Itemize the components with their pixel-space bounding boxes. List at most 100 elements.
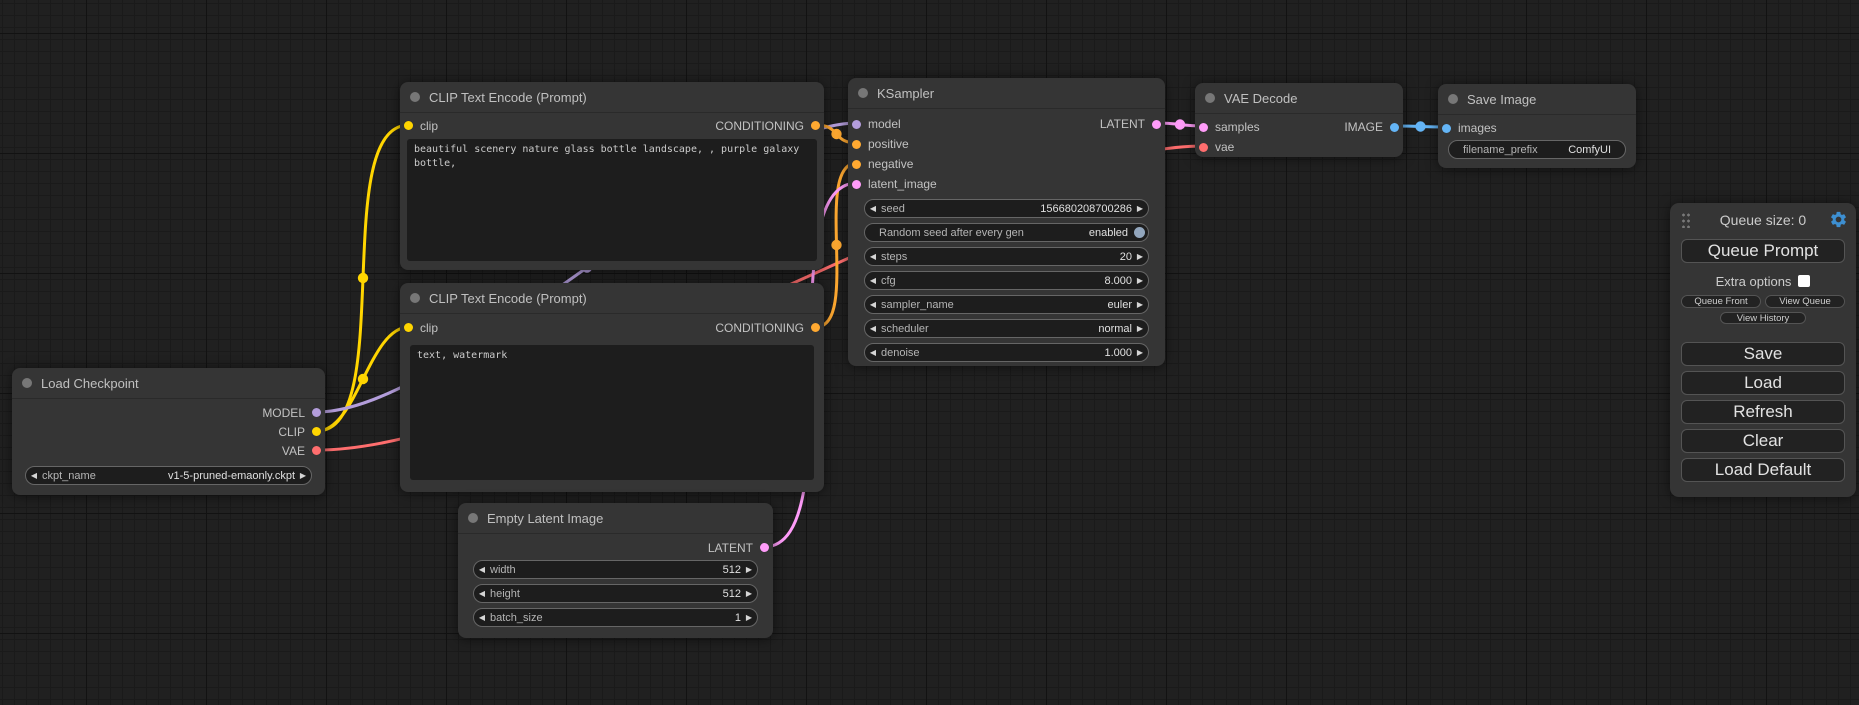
output-dot-model[interactable] xyxy=(312,408,321,417)
widget-scheduler[interactable]: ◀ scheduler normal ▶ xyxy=(864,319,1149,338)
link-midpoint-dot-clip-to-positive-clip[interactable] xyxy=(357,272,369,284)
widget-denoise[interactable]: ◀ denoise 1.000 ▶ xyxy=(864,343,1149,362)
widget-height[interactable]: ◀ height 512 ▶ xyxy=(473,584,758,603)
widget-arrow-right-icon[interactable]: ▶ xyxy=(299,471,307,480)
collapse-dot[interactable] xyxy=(1448,94,1458,104)
widget-arrow-left-icon[interactable]: ◀ xyxy=(869,300,877,309)
input-label: latent_image xyxy=(868,177,937,191)
save-button[interactable]: Save xyxy=(1681,342,1845,366)
widget-sampler-name[interactable]: ◀ sampler_name euler ▶ xyxy=(864,295,1149,314)
widget-cfg[interactable]: ◀ cfg 8.000 ▶ xyxy=(864,271,1149,290)
collapse-dot[interactable] xyxy=(1205,93,1215,103)
node-title-bar[interactable]: VAE Decode xyxy=(1195,83,1403,114)
widget-filename-prefix[interactable]: filename_prefix ComfyUI xyxy=(1448,140,1626,159)
input-dot-clip[interactable] xyxy=(404,323,413,332)
node-clip-text-encode-negative[interactable]: CLIP Text Encode (Prompt) clip CONDITION… xyxy=(400,283,824,492)
node-title-bar[interactable]: Empty Latent Image xyxy=(458,503,773,534)
output-dot-clip[interactable] xyxy=(312,427,321,436)
link-midpoint-dot-conditioning-to-negative[interactable] xyxy=(831,239,842,251)
input-dot-negative[interactable] xyxy=(852,159,861,169)
input-dot-samples[interactable] xyxy=(1199,122,1208,132)
widget-arrow-left-icon[interactable]: ◀ xyxy=(30,471,38,480)
collapse-dot[interactable] xyxy=(410,92,420,102)
widget-arrow-left-icon[interactable]: ◀ xyxy=(869,276,877,285)
node-ksampler[interactable]: KSampler model LATENT positive negative xyxy=(848,78,1165,366)
collapse-dot[interactable] xyxy=(22,378,32,388)
queue-prompt-button[interactable]: Queue Prompt xyxy=(1681,239,1845,263)
widget-arrow-right-icon[interactable]: ▶ xyxy=(1136,276,1144,285)
clear-button[interactable]: Clear xyxy=(1681,429,1845,453)
node-title-bar[interactable]: CLIP Text Encode (Prompt) xyxy=(400,283,824,314)
widget-arrow-right-icon[interactable]: ▶ xyxy=(745,589,753,598)
output-dot-image[interactable] xyxy=(1390,122,1399,132)
widget-arrow-left-icon[interactable]: ◀ xyxy=(869,204,877,213)
widget-arrow-left-icon[interactable]: ◀ xyxy=(869,252,877,261)
link-midpoint-dot-latent-to-samples[interactable] xyxy=(1174,119,1186,130)
link-midpoint-dot-conditioning-to-positive[interactable] xyxy=(831,128,842,140)
collapse-dot[interactable] xyxy=(858,88,868,98)
extra-options-checkbox[interactable] xyxy=(1798,275,1811,287)
node-title-bar[interactable]: KSampler xyxy=(848,78,1165,109)
view-queue-button[interactable]: View Queue xyxy=(1765,295,1845,308)
node-title-bar[interactable]: CLIP Text Encode (Prompt) xyxy=(400,82,824,113)
node-clip-text-encode-positive[interactable]: CLIP Text Encode (Prompt) clip CONDITION… xyxy=(400,82,824,270)
view-history-button[interactable]: View History xyxy=(1720,312,1806,324)
input-label: clip xyxy=(420,320,439,335)
widget-value: 20 xyxy=(1119,250,1132,263)
input-dot-clip[interactable] xyxy=(404,121,413,130)
input-dot-vae[interactable] xyxy=(1199,142,1208,152)
widget-arrow-left-icon[interactable]: ◀ xyxy=(478,565,486,574)
node-save-image[interactable]: Save Image images filename_prefix ComfyU… xyxy=(1438,84,1636,168)
widget-random-seed-toggle[interactable]: Random seed after every gen enabled xyxy=(864,223,1149,242)
widget-steps[interactable]: ◀ steps 20 ▶ xyxy=(864,247,1149,266)
link-midpoint-dot-clip-to-negative-clip[interactable] xyxy=(357,373,369,385)
prompt-textarea[interactable]: beautiful scenery nature glass bottle la… xyxy=(407,139,817,261)
output-label: CONDITIONING xyxy=(715,118,804,133)
widget-arrow-right-icon[interactable]: ▶ xyxy=(1136,204,1144,213)
toggle-circle-icon[interactable] xyxy=(1134,227,1145,238)
input-dot-images[interactable] xyxy=(1442,123,1451,133)
link-midpoint-dot-image-to-images[interactable] xyxy=(1415,121,1426,132)
widget-arrow-right-icon[interactable]: ▶ xyxy=(1136,252,1144,261)
node-title-bar[interactable]: Save Image xyxy=(1438,84,1636,115)
widget-arrow-left-icon[interactable]: ◀ xyxy=(869,348,877,357)
node-empty-latent-image[interactable]: Empty Latent Image LATENT ◀ width 512 ▶ … xyxy=(458,503,773,638)
widget-arrow-right-icon[interactable]: ▶ xyxy=(745,565,753,574)
collapse-dot[interactable] xyxy=(410,293,420,303)
widget-value: enabled xyxy=(1088,226,1128,239)
widget-arrow-left-icon[interactable]: ◀ xyxy=(869,324,877,333)
output-dot-vae[interactable] xyxy=(312,446,321,455)
load-button[interactable]: Load xyxy=(1681,371,1845,395)
widget-batch-size[interactable]: ◀ batch_size 1 ▶ xyxy=(473,608,758,627)
output-dot-conditioning[interactable] xyxy=(811,323,820,332)
widget-seed[interactable]: ◀ seed 156680208700286 ▶ xyxy=(864,199,1149,218)
load-default-button[interactable]: Load Default xyxy=(1681,458,1845,482)
node-title: CLIP Text Encode (Prompt) xyxy=(429,89,587,105)
widget-arrow-right-icon[interactable]: ▶ xyxy=(745,613,753,622)
node-title: Load Checkpoint xyxy=(41,375,139,391)
node-vae-decode[interactable]: VAE Decode samples IMAGE vae xyxy=(1195,83,1403,157)
widget-ckpt-name[interactable]: ◀ ckpt_name v1-5-pruned-emaonly.ckpt ▶ xyxy=(25,466,312,485)
node-title-bar[interactable]: Load Checkpoint xyxy=(12,368,325,399)
queue-front-button[interactable]: Queue Front xyxy=(1681,295,1761,308)
input-dot-latent-image[interactable] xyxy=(852,179,861,189)
widget-arrow-right-icon[interactable]: ▶ xyxy=(1136,348,1144,357)
widget-arrow-left-icon[interactable]: ◀ xyxy=(478,613,486,622)
widget-width[interactable]: ◀ width 512 ▶ xyxy=(473,560,758,579)
input-dot-model[interactable] xyxy=(852,119,861,129)
output-label: LATENT xyxy=(707,540,753,555)
collapse-dot[interactable] xyxy=(468,513,478,523)
prompt-textarea[interactable]: text, watermark xyxy=(410,345,814,480)
output-dot-latent[interactable] xyxy=(760,543,769,552)
node-load-checkpoint[interactable]: Load Checkpoint MODEL CLIP VAE ◀ ckpt_na… xyxy=(12,368,325,495)
output-dot-conditioning[interactable] xyxy=(811,121,820,130)
output-dot-latent[interactable] xyxy=(1152,119,1161,129)
input-dot-positive[interactable] xyxy=(852,139,861,149)
widget-arrow-right-icon[interactable]: ▶ xyxy=(1136,324,1144,333)
widget-arrow-right-icon[interactable]: ▶ xyxy=(1136,300,1144,309)
widget-arrow-left-icon[interactable]: ◀ xyxy=(478,589,486,598)
refresh-button[interactable]: Refresh xyxy=(1681,400,1845,424)
drag-handle-icon[interactable] xyxy=(1681,212,1690,228)
settings-gear-icon[interactable] xyxy=(1829,210,1848,229)
